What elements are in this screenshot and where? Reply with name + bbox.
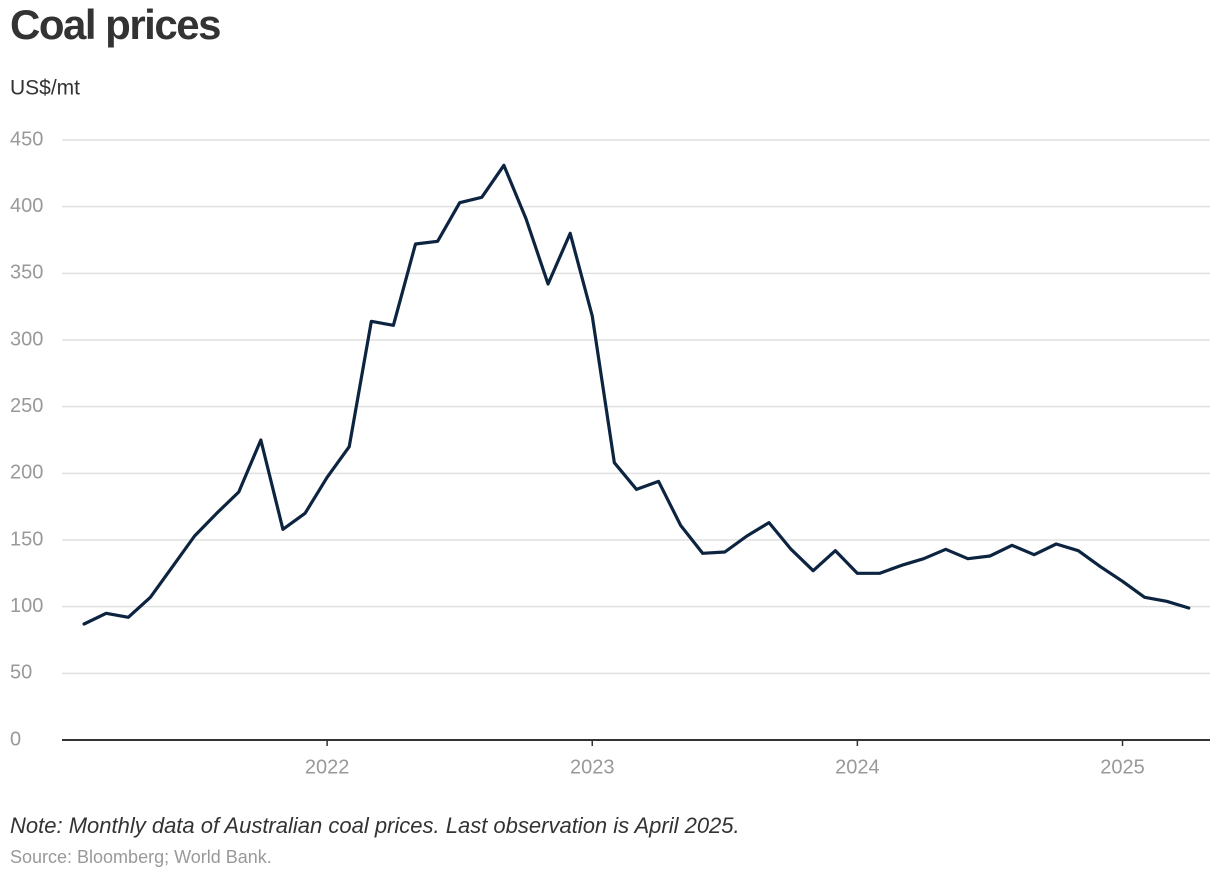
y-tick-label: 150 [10,528,43,550]
y-tick-label: 450 [10,128,43,150]
x-tick-label: 2024 [835,756,880,778]
y-tick-label: 300 [10,328,43,350]
line [82,163,1191,626]
source: Source: Bloomberg; World Bank. [10,847,272,867]
y-tick-label: 50 [10,662,32,684]
y-tick-label: 200 [10,462,43,484]
y-tick-label: 400 [10,195,43,217]
y-axis-label: US$/mt [10,77,80,100]
y-tick-label: 100 [10,595,43,617]
note: Note: Monthly data of Australian coal pr… [10,813,740,838]
x-tick-label: 2022 [305,756,350,778]
x-tick-label: 2025 [1100,756,1145,778]
chart-title: Coal prices [10,1,220,48]
y-tick-label: 250 [10,395,43,417]
x-tick-label: 2023 [570,756,615,778]
y-tick-label: 350 [10,262,43,284]
y-tick-label: 0 [10,728,21,750]
